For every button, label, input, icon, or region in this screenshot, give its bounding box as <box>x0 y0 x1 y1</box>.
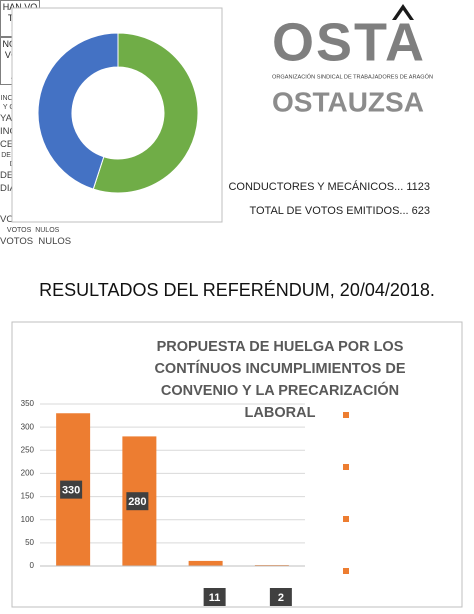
data-label-box <box>126 492 149 511</box>
legend-swatch <box>343 412 349 418</box>
logo-title: OSTA <box>272 12 426 72</box>
y-tick-label: 150 <box>21 492 35 501</box>
x-tick-label: VOTOS NULOS <box>6 227 60 234</box>
data-label-box <box>60 480 83 499</box>
legend-swatch <box>343 568 349 574</box>
y-tick-label: 0 <box>30 561 35 570</box>
y-tick-label: 250 <box>21 445 35 454</box>
legend-label: VOTOS NULOS <box>0 236 72 247</box>
donut-slice <box>92 32 199 194</box>
stat: CONDUCTORES Y MECÁNICOS... 1123 <box>228 180 430 193</box>
y-tick-label: 300 <box>21 422 35 431</box>
legend-swatch <box>343 516 349 522</box>
data-label: 280 <box>128 496 146 508</box>
data-label-box <box>203 588 226 606</box>
logo-subtitle: ORGANIZACIÓN SINDICAL DE TRABAJADORES DE… <box>272 73 433 80</box>
donut-slice <box>37 32 119 190</box>
data-label: 2 <box>278 592 284 604</box>
y-tick-label: 200 <box>21 469 35 478</box>
data-label-box <box>269 588 292 606</box>
y-tick-label: 100 <box>21 515 35 524</box>
stat: TOTAL DE VOTOS EMITIDOS... 623 <box>249 205 430 217</box>
y-tick-label: 350 <box>21 399 35 408</box>
data-label: 330 <box>62 485 80 497</box>
y-tick-label: 50 <box>25 538 34 547</box>
legend-swatch <box>343 464 349 470</box>
logo-roof <box>392 4 414 20</box>
heading: RESULTADOS DEL REFERÉNDUM, 20/04/2018. <box>39 280 435 300</box>
chart-title: PROPUESTA DE HUELGA POR LOS CONTÍNUOS IN… <box>154 339 406 421</box>
logo-second: OSTAUZSA <box>272 86 424 117</box>
bar <box>188 560 223 566</box>
data-label: 11 <box>209 592 221 604</box>
